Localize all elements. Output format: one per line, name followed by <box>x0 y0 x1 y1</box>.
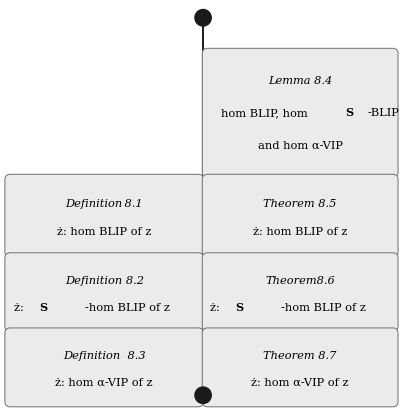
FancyBboxPatch shape <box>202 253 398 332</box>
FancyBboxPatch shape <box>202 48 398 178</box>
Text: Definition 8.2: Definition 8.2 <box>65 275 144 286</box>
Text: -BLIP: -BLIP <box>368 108 400 118</box>
Text: ż: hom α-VIP of z: ż: hom α-VIP of z <box>55 378 153 388</box>
Text: Lemma 8.4: Lemma 8.4 <box>268 76 332 86</box>
FancyBboxPatch shape <box>202 174 398 257</box>
Text: S: S <box>346 107 354 119</box>
Text: ż:: ż: <box>210 303 223 313</box>
Text: Theorem8.6: Theorem8.6 <box>265 275 335 286</box>
Text: -hom BLIP of z: -hom BLIP of z <box>281 303 365 313</box>
Text: Theorem 8.5: Theorem 8.5 <box>263 199 337 209</box>
Text: ż: hom α-VIP of z: ż: hom α-VIP of z <box>252 378 349 388</box>
Text: S: S <box>236 302 244 313</box>
Text: -hom BLIP of z: -hom BLIP of z <box>85 303 170 313</box>
Text: ż: hom BLIP of z: ż: hom BLIP of z <box>253 228 347 237</box>
FancyBboxPatch shape <box>5 253 204 332</box>
Text: hom BLIP, hom: hom BLIP, hom <box>221 108 311 118</box>
FancyBboxPatch shape <box>5 328 204 407</box>
Circle shape <box>195 387 211 404</box>
Text: ż: hom BLIP of z: ż: hom BLIP of z <box>57 228 151 237</box>
FancyBboxPatch shape <box>202 328 398 407</box>
Text: and hom α-VIP: and hom α-VIP <box>258 141 343 151</box>
Text: S: S <box>39 302 48 313</box>
Text: Theorem 8.7: Theorem 8.7 <box>263 351 337 361</box>
Text: ż:: ż: <box>14 303 27 313</box>
Circle shape <box>195 9 211 26</box>
Text: Definition  8.3: Definition 8.3 <box>63 351 146 361</box>
Text: Definition 8.1: Definition 8.1 <box>66 199 143 209</box>
FancyBboxPatch shape <box>5 174 204 257</box>
